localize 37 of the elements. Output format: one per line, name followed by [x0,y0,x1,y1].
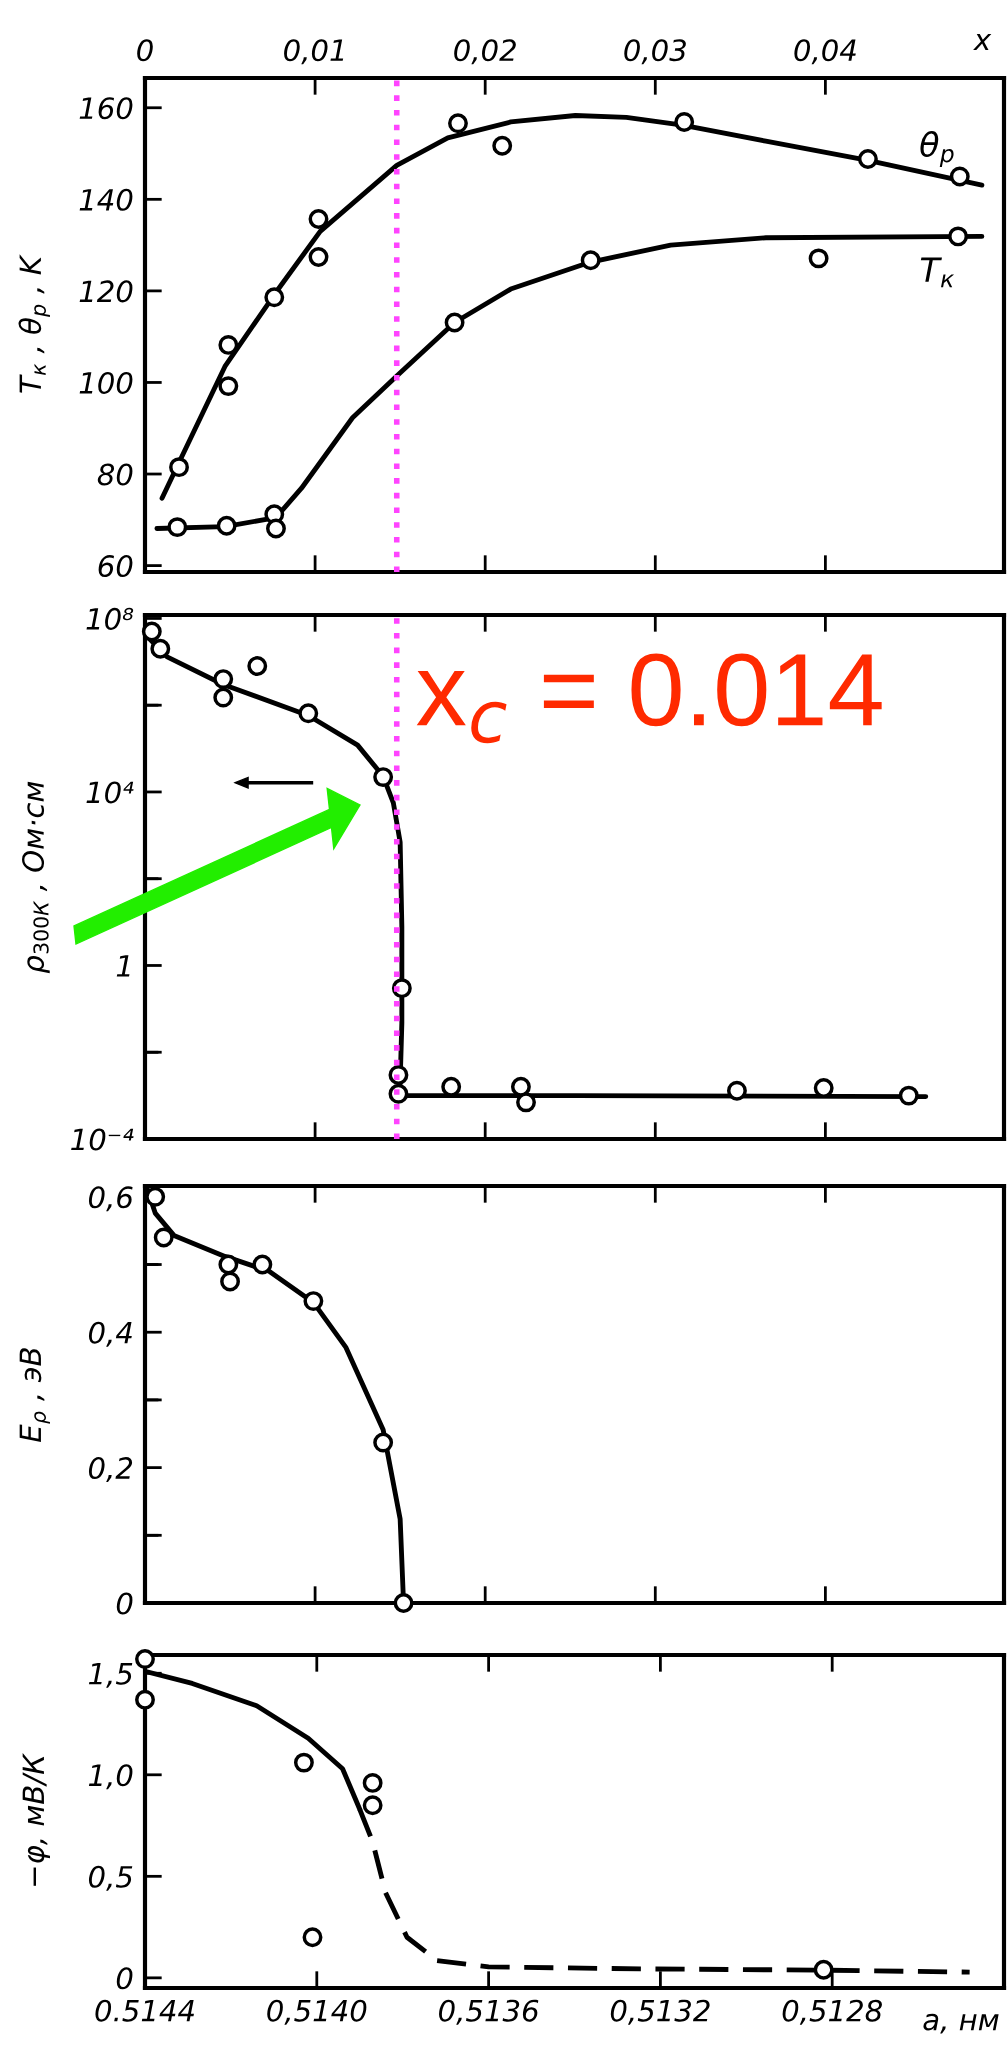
x-tick-label: 0,5140 [267,1999,367,2025]
y-tick-label: 1 [116,955,130,977]
x-tick-label: 0.5144 [95,1999,194,2022]
y-tick-label: 0,6 [88,1186,133,1212]
x-tick-label: 0,03 [624,39,686,65]
x-tick-label: 0,01 [284,39,344,65]
y-axis-title: ρ$_{300К}$ , Ом·см [22,781,50,974]
y-axis-title: E$_{ρ}$ , эВ [19,1348,50,1442]
y-tick-label: 1,5 [88,1663,133,1688]
series-label: T$_{к}$ [920,257,955,288]
y-tick-label: 10⁻⁴ [71,1128,134,1151]
x-tick-label: 0,02 [454,39,516,65]
y-tick-label: 140 [79,188,133,211]
y-tick-label: 60 [98,555,133,578]
y-tick-label: 10⁴ [86,781,134,804]
x-tick-label: 0,5128 [782,1999,882,2025]
y-tick-label: 0,4 [88,1321,132,1347]
y-tick-label: 80 [97,463,133,486]
y-tick-label: 0 [116,1967,133,1990]
x-tick-label: 0,04 [794,39,856,65]
y-tick-label: 100 [79,371,133,394]
y-axis-title: −φ, мВ/К [22,1753,50,1886]
series-label: θ$_{p}$ [920,131,954,167]
y-tick-label: 160 [79,97,133,120]
x-tick-label: 0,5132 [610,1999,710,2025]
y-tick-label: 120 [79,280,133,303]
y-tick-label: 10⁸ [86,607,134,630]
y-axis-title: T$_{к}$ , θ$_{p}$ , K [18,254,50,393]
x-tick-label: 0,5136 [439,1999,539,2025]
y-tick-label: 0,5 [88,1865,133,1891]
x-axis-title: a, нм [923,2013,999,2034]
x-tick-label: 0 [137,39,153,62]
y-tick-label: 0 [116,1592,133,1615]
y-tick-label: 0,2 [88,1457,133,1483]
x-axis-title: x [973,33,992,50]
y-tick-label: 1,0 [88,1764,133,1790]
annotation: x$_{c}$ = 0.014 [416,653,882,744]
